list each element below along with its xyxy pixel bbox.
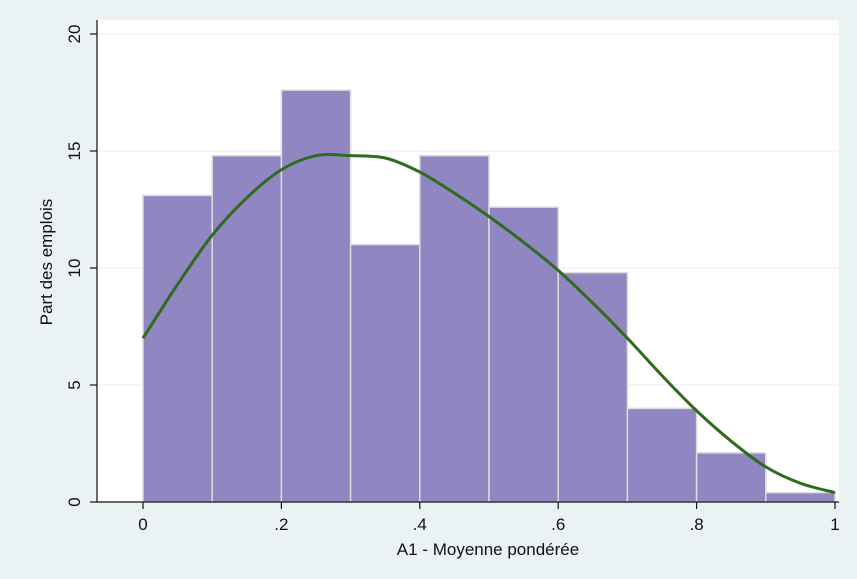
y-tick-label: 15	[65, 142, 84, 161]
histogram-bar	[419, 154, 490, 503]
y-tick-label: 10	[65, 259, 84, 278]
histogram-bar	[488, 206, 559, 503]
y-axis-title: Part des emplois	[37, 199, 56, 326]
x-tick-label: 0	[138, 515, 147, 534]
y-tick-label: 0	[65, 497, 84, 506]
y-tick-label: 20	[65, 25, 84, 44]
histogram-bar	[626, 407, 698, 503]
histogram-bar	[280, 89, 352, 503]
histogram-bar	[695, 452, 767, 503]
x-axis-title: A1 - Moyenne pondérée	[397, 540, 579, 559]
x-tick-label: .8	[690, 515, 704, 534]
histogram-bar	[211, 154, 283, 503]
density-curve	[141, 153, 836, 495]
histogram-bar	[765, 491, 836, 503]
histogram-bar	[142, 194, 213, 503]
x-axis-ticks: 0 .2 .4 .6 .8 1	[138, 502, 840, 534]
y-tick-label: 5	[65, 380, 84, 389]
histogram-bar	[557, 271, 629, 503]
x-tick-label: .4	[413, 515, 427, 534]
x-tick-label: 1	[830, 515, 839, 534]
histogram-bar	[349, 243, 421, 503]
x-tick-label: .6	[551, 515, 565, 534]
x-tick-label: .2	[274, 515, 288, 534]
y-axis-ticks: 0 5 10 15 20	[65, 25, 97, 507]
